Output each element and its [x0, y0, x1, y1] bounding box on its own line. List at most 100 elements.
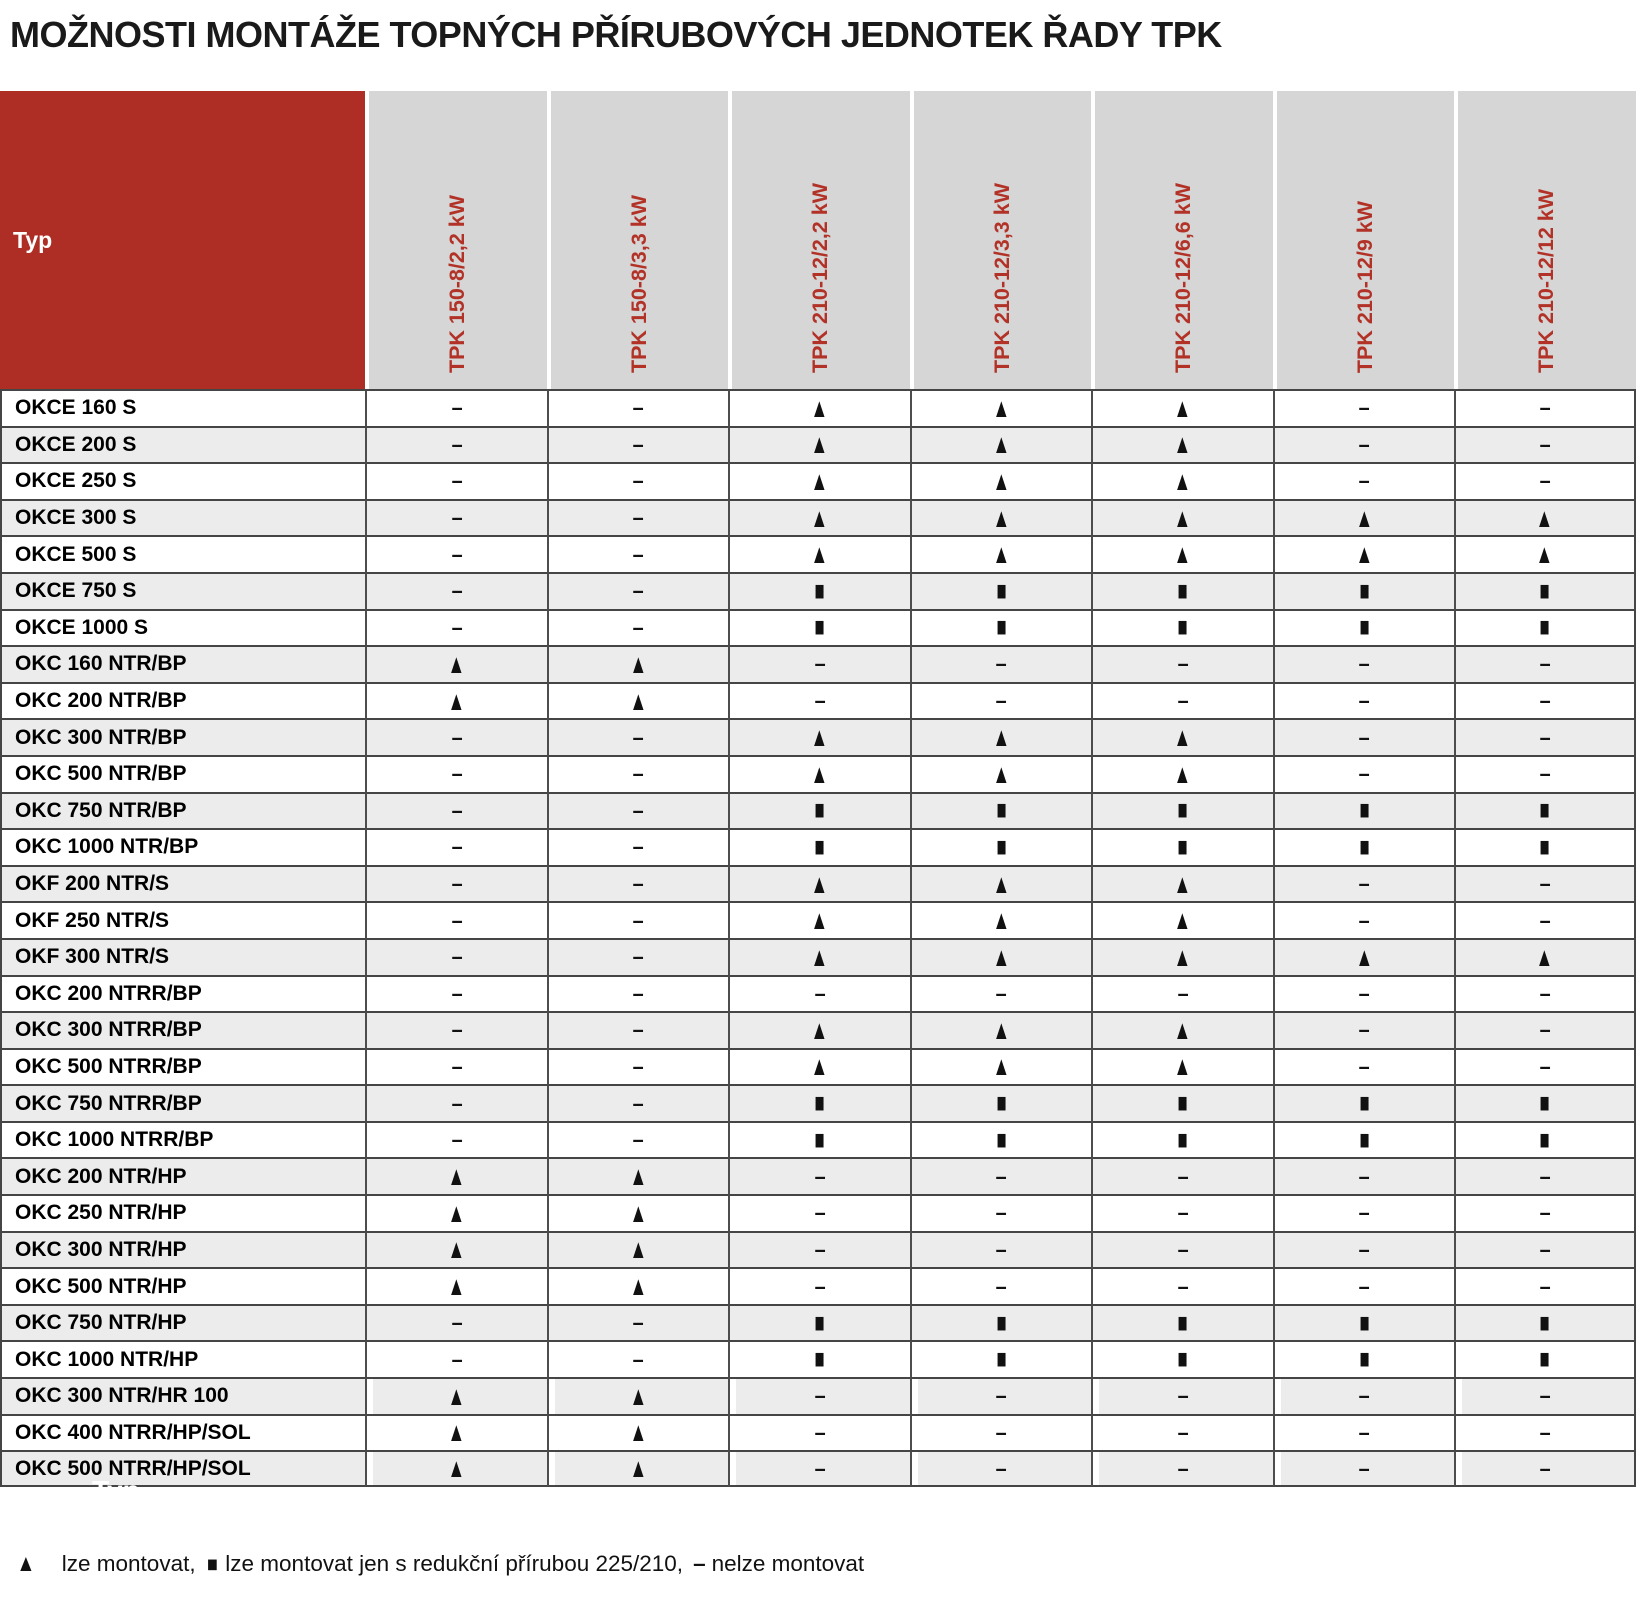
table-cell: ▲ — [728, 1011, 910, 1048]
square-symbol: ■ — [996, 1123, 1007, 1156]
square-symbol: ■ — [1177, 1087, 1188, 1119]
ghost-typ-label: Typ — [92, 1475, 140, 1506]
table-cell: ■ — [1454, 1303, 1636, 1341]
table-cell: – — [909, 1377, 1091, 1414]
table-cell: ▲ — [365, 681, 547, 719]
table-cell: ▲ — [546, 1413, 728, 1451]
triangle-symbol: ▲ — [1173, 1014, 1192, 1045]
table-cell: – — [1091, 681, 1273, 719]
table-cell: – — [365, 1047, 547, 1085]
square-symbol: ■ — [1359, 575, 1370, 607]
table-cell: ■ — [728, 828, 910, 865]
triangle-symbol: ▲ — [1173, 722, 1192, 753]
square-symbol: ■ — [1539, 1306, 1550, 1339]
table-cell: – — [1272, 1377, 1454, 1414]
dash-symbol: – — [1358, 1163, 1370, 1189]
corner-header-cell: Typ — [0, 91, 365, 389]
table-cell: – — [1454, 718, 1636, 755]
dash-symbol: – — [451, 834, 463, 860]
triangle-symbol: ▲ — [629, 1271, 648, 1302]
table-cell: – — [1091, 1230, 1273, 1268]
table-cell: ▲ — [1091, 718, 1273, 755]
table-cell: – — [1454, 1230, 1636, 1268]
dash-symbol: – — [632, 797, 644, 823]
triangle-symbol: ▲ — [1173, 465, 1192, 496]
row-label: OKC 200 NTR/BP — [0, 681, 365, 719]
table-cell: – — [1454, 1157, 1636, 1195]
triangle-symbol: ▲ — [810, 905, 829, 936]
square-symbol: ■ — [996, 831, 1007, 863]
square-symbol: ■ — [814, 831, 825, 863]
dash-symbol: – — [995, 1273, 1007, 1299]
table-cell: – — [1454, 1413, 1636, 1451]
legend-triangle-icon: ▲ — [16, 1550, 36, 1577]
table-cell: – — [365, 791, 547, 829]
column-header: TPK 210-12/6,6 kW — [1091, 91, 1273, 389]
triangle-symbol: ▲ — [810, 465, 829, 496]
row-label: OKCE 1000 S — [0, 608, 365, 646]
dash-symbol: – — [451, 871, 463, 897]
table-cell: – — [546, 608, 728, 646]
dash-symbol: – — [1539, 871, 1551, 897]
dash-symbol: – — [1539, 1236, 1551, 1262]
row-label: OKC 400 NTRR/HP/SOL — [0, 1413, 365, 1451]
dash-symbol: – — [451, 1310, 463, 1336]
table-cell: ■ — [728, 1084, 910, 1121]
triangle-symbol: ▲ — [810, 1014, 829, 1045]
table-cell: – — [909, 1450, 1091, 1487]
table-cell: ■ — [909, 1120, 1091, 1158]
dash-symbol: – — [1177, 980, 1189, 1006]
square-symbol: ■ — [814, 794, 825, 826]
table-cell: ▲ — [546, 1267, 728, 1304]
legend-text: nelze montovat — [711, 1551, 865, 1576]
table-cell: ■ — [1454, 1084, 1636, 1121]
dash-symbol: – — [814, 1236, 826, 1262]
table-cell: ■ — [1454, 828, 1636, 865]
dash-symbol: – — [1177, 1383, 1189, 1409]
square-symbol: ■ — [1359, 611, 1370, 643]
triangle-symbol: ▲ — [992, 758, 1011, 789]
legend-square-icon: ■ — [206, 1551, 218, 1577]
triangle-symbol: ▲ — [1355, 502, 1374, 533]
dash-symbol: – — [1358, 907, 1370, 933]
dash-symbol: – — [1358, 688, 1370, 714]
column-header: TPK 210-12/9 kW — [1272, 91, 1454, 389]
triangle-symbol: ▲ — [629, 648, 648, 679]
table-cell: ■ — [909, 1340, 1091, 1378]
triangle-symbol: ▲ — [1173, 905, 1192, 936]
table-cell: ■ — [1272, 1303, 1454, 1341]
table-cell: – — [365, 608, 547, 646]
dash-symbol: – — [1539, 468, 1551, 494]
table-cell: – — [909, 1267, 1091, 1304]
square-symbol: ■ — [1359, 1087, 1370, 1119]
triangle-symbol: ▲ — [629, 685, 648, 716]
row-label: OKC 300 NTR/HP — [0, 1230, 365, 1268]
table-cell: – — [546, 425, 728, 463]
table-cell: ■ — [1454, 1120, 1636, 1158]
table-cell: ■ — [909, 828, 1091, 865]
table-cell: – — [546, 937, 728, 975]
table-cell: ▲ — [909, 901, 1091, 938]
table-cell: – — [365, 535, 547, 572]
table-cell: – — [728, 1377, 910, 1414]
square-symbol: ■ — [1359, 831, 1370, 863]
table-cell: – — [365, 1011, 547, 1048]
dash-symbol: – — [451, 1127, 463, 1153]
dash-symbol: – — [1539, 651, 1551, 677]
table-cell: – — [1272, 1157, 1454, 1195]
table-cell: – — [1454, 1450, 1636, 1487]
dash-symbol: – — [995, 1163, 1007, 1189]
table-cell: ▲ — [728, 937, 910, 975]
table-cell: ▲ — [909, 864, 1091, 902]
triangle-symbol: ▲ — [810, 941, 829, 972]
table-cell: – — [1091, 645, 1273, 682]
table-cell: – — [1454, 1047, 1636, 1085]
table-cell: – — [728, 1413, 910, 1451]
dash-symbol: – — [1539, 395, 1551, 421]
dash-symbol: – — [632, 1017, 644, 1043]
triangle-symbol: ▲ — [629, 1161, 648, 1192]
triangle-symbol: ▲ — [1355, 539, 1374, 570]
square-symbol: ■ — [1539, 1343, 1550, 1375]
mounting-options-table: Typ TPK 150-8/2,2 kW TPK 150-8/3,3 kW TPK … — [0, 91, 1636, 1487]
row-label: OKCE 500 S — [0, 535, 365, 572]
